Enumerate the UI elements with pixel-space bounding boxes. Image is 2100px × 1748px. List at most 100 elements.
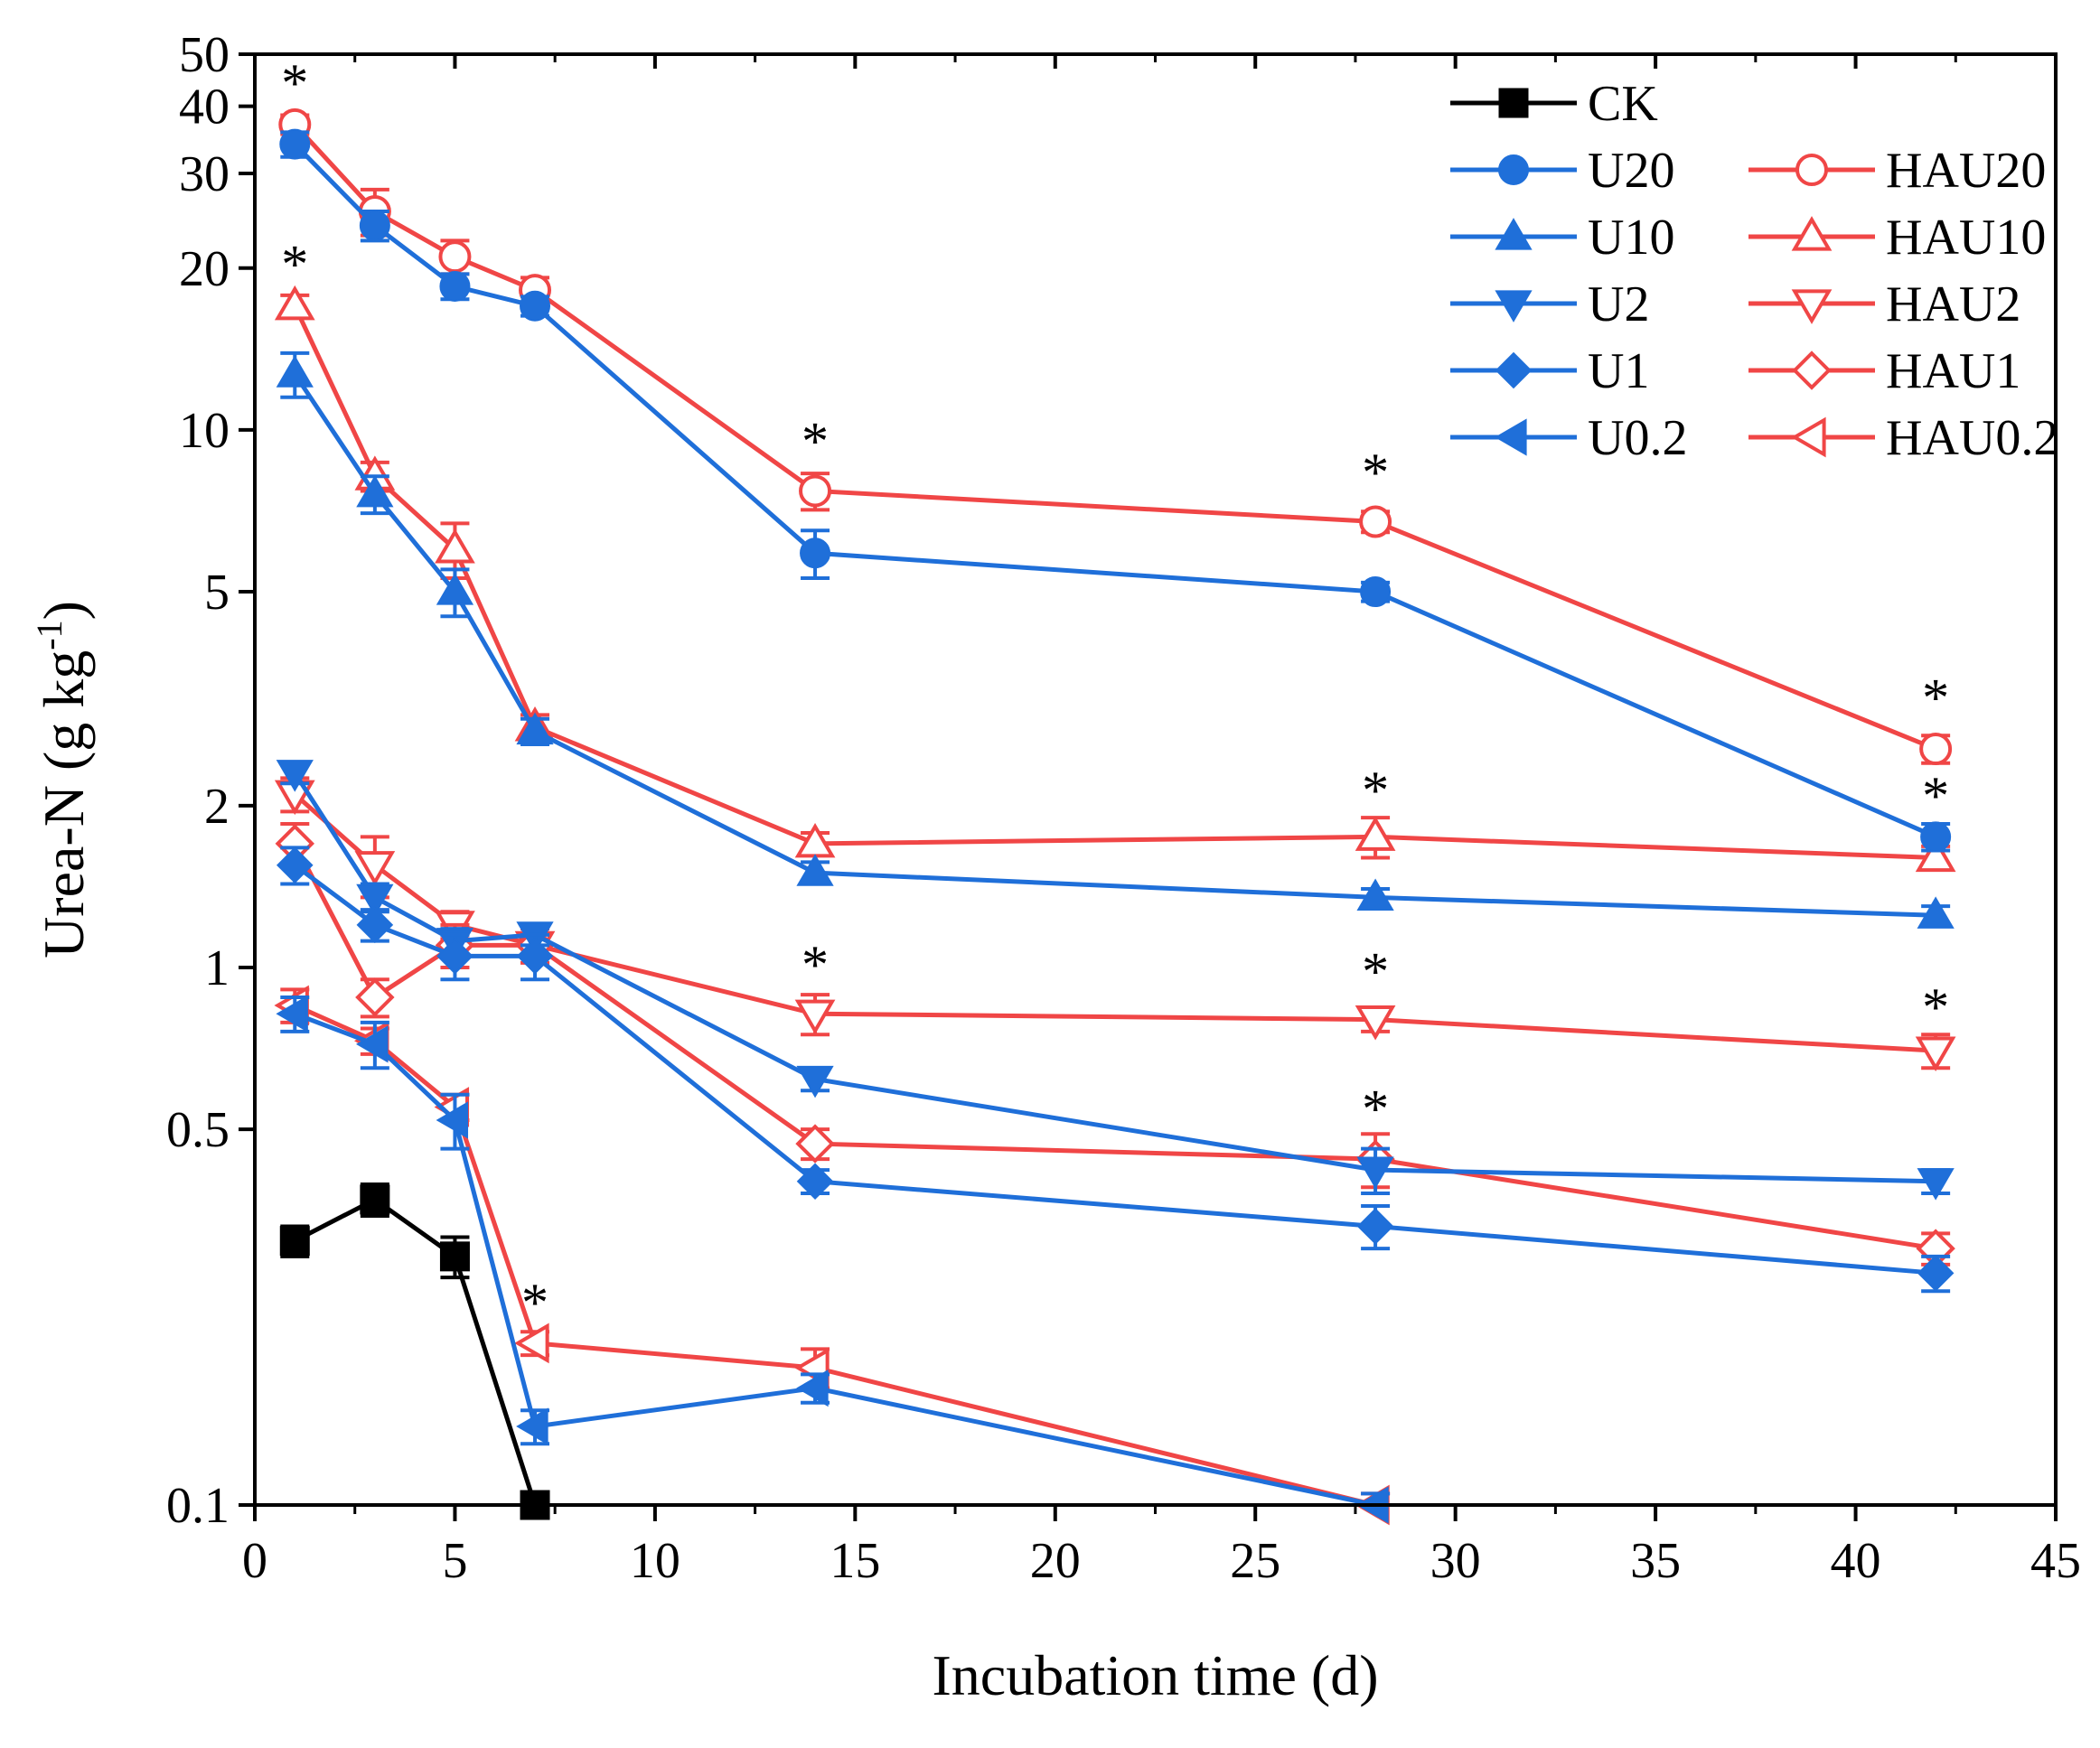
- data-point: [795, 1124, 835, 1164]
- data-point: [1356, 1208, 1394, 1245]
- y-axis-title: Urea-N (g kg-1): [29, 601, 96, 958]
- series-hau20: [278, 107, 1953, 766]
- legend-swatch-marker: [1792, 351, 1832, 390]
- significance-star: *: [521, 1273, 548, 1332]
- data-point: [516, 712, 554, 745]
- legend-label: HAU10: [1886, 210, 2046, 266]
- data-point: [356, 906, 394, 944]
- legend-swatch-marker: [1495, 290, 1533, 322]
- legend-swatch-marker: [1495, 351, 1533, 389]
- data-point: [276, 846, 314, 883]
- legend-swatch-marker: [1791, 416, 1826, 458]
- legend-label: U10: [1588, 210, 1674, 266]
- significance-star: *: [1362, 942, 1389, 1002]
- series-layer: [274, 107, 1956, 1526]
- data-point: [355, 977, 395, 1017]
- data-point: [439, 1241, 470, 1272]
- data-point: [438, 240, 472, 274]
- y-axis-title-main: Urea-N (g kg: [32, 650, 96, 958]
- legend-swatch-marker: [1495, 218, 1533, 250]
- data-point: [355, 1025, 389, 1063]
- data-point: [794, 999, 836, 1035]
- data-point: [796, 1065, 834, 1098]
- significance-star: *: [1922, 977, 1949, 1037]
- legend-label: HAU1: [1886, 343, 2020, 399]
- legend-item-hau10: HAU10: [1748, 210, 2046, 266]
- data-point: [1360, 576, 1392, 608]
- data-point: [514, 1323, 549, 1364]
- data-point: [796, 1163, 834, 1201]
- series-line-hau0-2: [294, 1003, 1376, 1508]
- y-tick-label: 50: [179, 27, 230, 83]
- legend-label: HAU0.2: [1886, 410, 2058, 466]
- y-tick-label: 0.5: [166, 1102, 230, 1158]
- x-tick-label: 25: [1230, 1533, 1280, 1589]
- data-point: [1359, 505, 1392, 538]
- data-point: [436, 1101, 469, 1139]
- data-point: [436, 938, 473, 975]
- significance-star: *: [802, 935, 829, 995]
- data-point: [359, 210, 390, 241]
- y-axis-title-exponent: -1: [29, 620, 70, 650]
- significance-star: *: [1362, 1079, 1389, 1138]
- x-tick-label: 35: [1630, 1533, 1681, 1589]
- legend-item-hau1: HAU1: [1748, 343, 2020, 399]
- series-u10: [276, 351, 1955, 929]
- legend-label: HAU20: [1886, 143, 2046, 199]
- data-point: [800, 537, 831, 569]
- y-tick-label: 1: [204, 940, 230, 996]
- data-point: [516, 1407, 548, 1445]
- legend-item-hau2: HAU2: [1748, 276, 2020, 332]
- data-point: [439, 270, 471, 302]
- data-point: [356, 883, 394, 917]
- legend-swatch-marker: [1791, 289, 1833, 324]
- data-point: [516, 938, 554, 975]
- legend-label: U0.2: [1588, 410, 1687, 466]
- x-tick-label: 45: [2030, 1533, 2081, 1589]
- data-point: [276, 355, 314, 388]
- y-tick-label: 2: [204, 779, 230, 835]
- data-point: [279, 128, 311, 160]
- legend-swatch-marker: [1791, 216, 1833, 251]
- legend-swatch-marker: [1795, 154, 1828, 186]
- significance-star: *: [802, 411, 829, 471]
- data-point: [1915, 1036, 1956, 1071]
- y-tick-label: 40: [179, 79, 230, 136]
- legend-label: CK: [1588, 76, 1658, 132]
- legend-item-hau0-2: HAU0.2: [1748, 410, 2058, 466]
- data-point: [796, 1369, 829, 1407]
- significance-markers: * * * * * * * * * * * *: [281, 53, 1949, 1332]
- legend-swatch-marker: [1498, 88, 1529, 118]
- data-point: [1919, 733, 1953, 766]
- significance-star: *: [281, 234, 308, 294]
- data-point: [799, 474, 832, 508]
- legend-swatch-marker: [1495, 418, 1527, 456]
- significance-star: *: [1362, 761, 1389, 820]
- data-point: [1356, 1156, 1394, 1190]
- series-ck: [279, 1182, 550, 1520]
- data-point: [1920, 821, 1952, 853]
- series-line-u10: [293, 372, 1936, 918]
- x-tick-label: 40: [1831, 1533, 1881, 1589]
- x-tick-label: 15: [830, 1533, 880, 1589]
- legend-item-ck: CK: [1450, 76, 1658, 132]
- x-tick-label: 20: [1030, 1533, 1081, 1589]
- x-tick-label: 5: [442, 1533, 467, 1589]
- significance-star: *: [1922, 668, 1949, 727]
- legend-label: U1: [1588, 343, 1649, 399]
- legend-item-u1: U1: [1450, 343, 1649, 399]
- y-axis-title-close: ): [32, 601, 96, 620]
- data-point: [1355, 816, 1396, 851]
- significance-star: *: [1922, 766, 1949, 826]
- data-point: [276, 995, 308, 1033]
- series-u1: [276, 846, 1955, 1294]
- data-point: [276, 760, 314, 792]
- data-point: [436, 573, 474, 605]
- data-point: [1355, 1005, 1396, 1041]
- data-point: [520, 290, 551, 322]
- y-tick-label: 0.1: [166, 1478, 230, 1534]
- legend-item-hau20: HAU20: [1748, 143, 2046, 199]
- legend-label: U20: [1588, 143, 1674, 199]
- y-tick-label: 5: [204, 565, 230, 621]
